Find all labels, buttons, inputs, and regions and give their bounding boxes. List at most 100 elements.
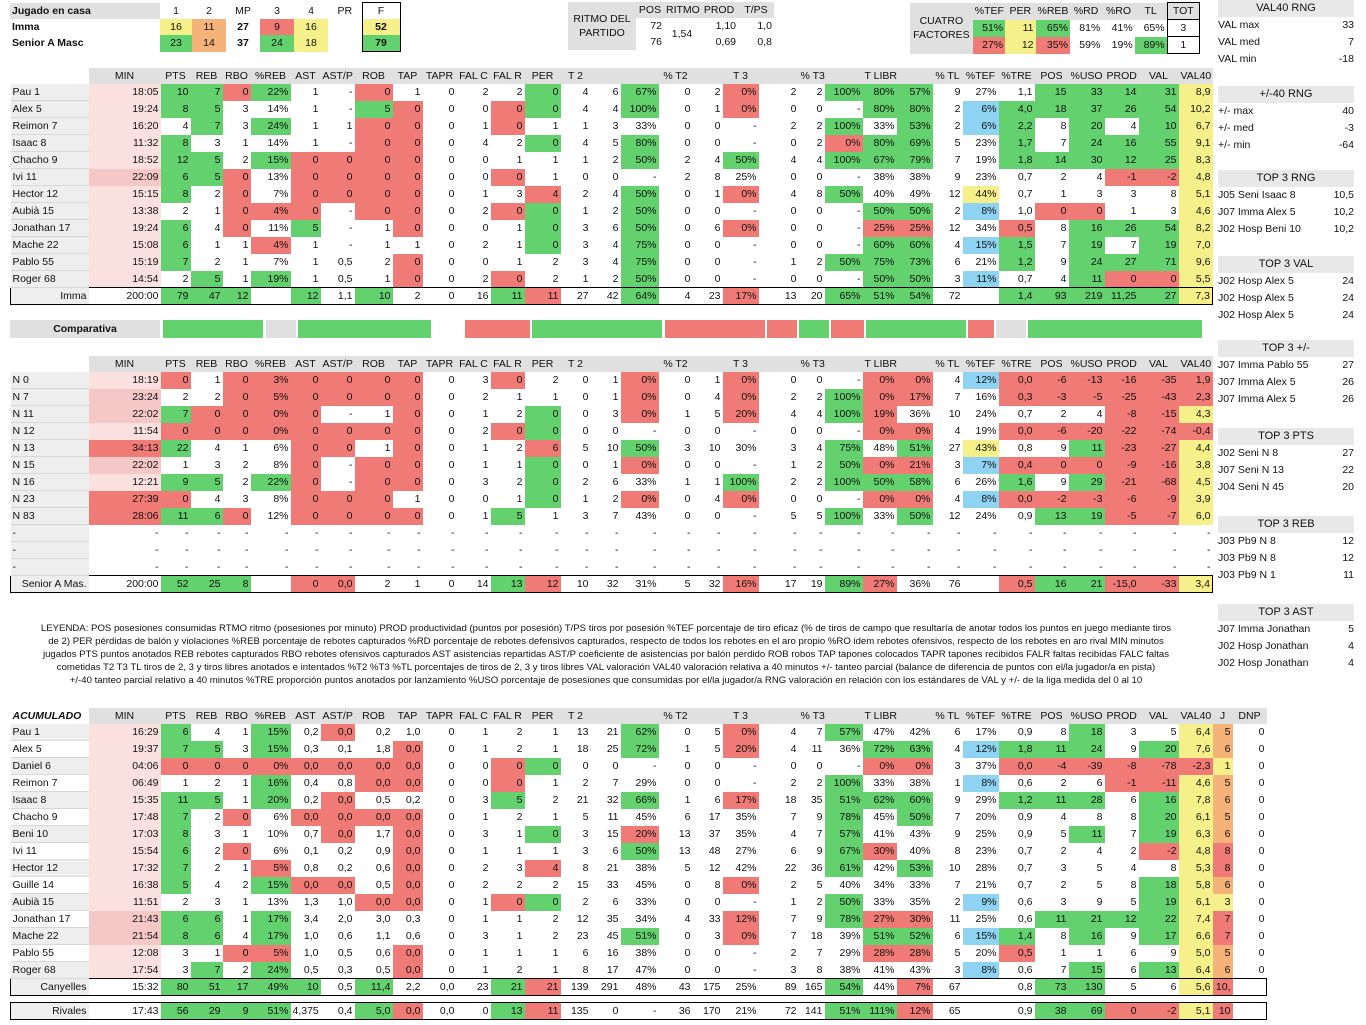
stat-cell: 1 bbox=[1130, 205, 1137, 217]
stat-cell: 58% bbox=[896, 473, 933, 491]
stat-cell: 1 bbox=[612, 391, 619, 403]
stat-cell: 8,9 bbox=[1178, 84, 1213, 101]
stat-cell: 2,2 bbox=[998, 117, 1035, 135]
stat-cell: 12 bbox=[1104, 151, 1139, 169]
stat-cell: 33 bbox=[606, 879, 619, 891]
stat-cell: 39% bbox=[839, 930, 861, 942]
table-row: N 23 27:39 0 4 3 8% 0 0 0 1 0 0 1 0 1 2 0% 0 4 0% 0 0-0% 0% 4 8%… bbox=[10, 490, 1213, 508]
total-cell: 12 bbox=[524, 575, 561, 593]
stat-cell: 3 bbox=[214, 828, 221, 840]
stat-cell: 0 bbox=[222, 219, 251, 237]
stat-cell: 62% bbox=[620, 724, 659, 741]
stat-cell: - bbox=[185, 560, 189, 573]
stat-cell: 0 bbox=[1258, 879, 1265, 891]
stat-cell: 15 bbox=[1068, 961, 1105, 979]
stat-cell: 1 bbox=[242, 272, 249, 285]
stat-cell: -8 bbox=[1104, 757, 1139, 775]
stat-cell: - bbox=[217, 544, 221, 556]
comparativa-segment bbox=[266, 320, 296, 338]
stat-cell: 8,2 bbox=[1178, 219, 1213, 237]
table-row: Pablo 55 15:19 7 2 1 7% 1 0,5 2 0 0 0 1 2 3 4 75% 0 0-1 2 50… bbox=[10, 253, 1213, 271]
stat-cell: 13% bbox=[267, 896, 289, 908]
stat-cell: 5 bbox=[816, 510, 823, 522]
stat-cell: 19 bbox=[1138, 236, 1179, 254]
stat-cell: 62% bbox=[862, 791, 897, 809]
table-row: Chacho 9 18:52 12 5 2 15% 0 0 0 0 0 0 1 1 1 2 50% 2 4 50% 4 4… bbox=[10, 151, 1213, 169]
stat-cell: - bbox=[245, 560, 249, 573]
column-header: T 3 bbox=[722, 356, 759, 372]
player-name: Aubià 15 bbox=[10, 893, 89, 911]
stat-cell: - bbox=[349, 222, 353, 234]
sidebar-row-label: J03 Pb9 N 8 bbox=[1218, 552, 1276, 564]
stat-cell: 0,0 bbox=[998, 757, 1035, 775]
stat-cell: 10 bbox=[160, 84, 191, 101]
column-header: FAL R bbox=[490, 356, 525, 372]
stat-cell: 0 bbox=[290, 473, 321, 491]
stat-cell: 1 bbox=[242, 794, 249, 806]
stat-cell: 0 bbox=[490, 422, 525, 440]
stat-cell: 1 bbox=[552, 391, 559, 403]
stat-cell: 1 bbox=[242, 777, 249, 789]
stat-cell: 0 bbox=[190, 422, 223, 440]
stat-cell: 0,0 bbox=[354, 757, 393, 775]
sidebar-row-label: VAL med bbox=[1218, 36, 1261, 48]
stat-cell: 40% bbox=[839, 879, 861, 891]
stat-cell: 0 bbox=[448, 272, 455, 285]
total-cell: 44% bbox=[862, 978, 897, 996]
total-cell: 0 bbox=[590, 1002, 621, 1020]
total-cell: 0,0 bbox=[392, 1002, 423, 1020]
total-cell: 0,5 bbox=[320, 978, 355, 996]
stat-cell: 1 bbox=[482, 913, 489, 925]
column-header: %REB bbox=[250, 708, 291, 724]
stat-cell: 1 bbox=[516, 845, 523, 857]
stat-cell: 1 bbox=[552, 777, 559, 789]
column-header: %TEF bbox=[962, 68, 999, 84]
ritmo-panel: RITMO DEL PARTIDO POS RITMO PROD T/PS 72… bbox=[568, 2, 774, 50]
column-header: % T2 bbox=[658, 68, 693, 84]
stat-cell: - bbox=[891, 527, 895, 539]
stat-cell: 100% bbox=[620, 100, 659, 118]
column-header: ACUMULADO bbox=[10, 708, 89, 724]
stat-cell: 0 bbox=[448, 374, 455, 387]
stat-cell: 11 bbox=[1068, 270, 1105, 288]
stat-cell: 0 bbox=[448, 879, 455, 891]
total-cell: 111% bbox=[862, 1002, 897, 1020]
stat-cell: 12:08 bbox=[88, 944, 161, 962]
stat-cell: 8 bbox=[954, 845, 961, 857]
stat-cell: 0 bbox=[790, 171, 797, 183]
stat-cell: 0,3 bbox=[405, 913, 421, 925]
stat-cell: - bbox=[857, 544, 861, 556]
sidebar-row: VAL med 7 bbox=[1218, 34, 1354, 51]
column-header: VAL40 bbox=[1178, 708, 1213, 724]
stat-cell: 0 bbox=[392, 134, 423, 152]
stat-cell: 11 bbox=[949, 913, 961, 925]
total-cell: 0 bbox=[456, 1002, 491, 1020]
stat-cell: 1 bbox=[414, 493, 421, 505]
stat-cell: 0,7 bbox=[1017, 845, 1033, 857]
stat-cell: -16 bbox=[1104, 372, 1139, 389]
stat-cell: 2 bbox=[582, 476, 589, 488]
stat-cell: 0 bbox=[1258, 896, 1265, 908]
stat-cell: 4,3 bbox=[1178, 405, 1213, 423]
stat-cell: 2 bbox=[816, 459, 823, 471]
stat-cell: 0 bbox=[684, 777, 691, 789]
sidebar-row-label: J02 Hosp Alex 5 bbox=[1218, 309, 1294, 321]
stat-cell: 2 bbox=[1130, 845, 1137, 857]
stat-cell: 0 bbox=[490, 117, 525, 135]
stat-cell: 2 bbox=[182, 391, 189, 403]
stat-cell: 7 bbox=[1060, 137, 1067, 149]
stat-cell: 3 bbox=[1212, 893, 1233, 911]
column-header: REB bbox=[190, 708, 223, 724]
table-row: N 15 22:02 1 3 2 8% 0-0 0 0 1 1 0 0 1 0% 0 0-1 2 50% 0% 21% 3… bbox=[10, 456, 1213, 474]
stat-cell: 1 bbox=[552, 811, 559, 823]
stat-cell: 1,0 bbox=[303, 947, 319, 959]
stat-cell: 1 bbox=[516, 930, 523, 942]
team-total-row: Rivales 17:43 56 29 9 51% 4,375 0,4 5,0 0,0 0,0 0 13… bbox=[10, 1002, 1267, 1020]
column-header: %TRE bbox=[998, 708, 1035, 724]
stat-cell: 8 bbox=[1060, 120, 1067, 132]
total-cell: 6 bbox=[1138, 978, 1179, 996]
stat-cell: 0 bbox=[1104, 270, 1139, 288]
stat-cell: 0 bbox=[392, 473, 423, 491]
stat-cell: 4 bbox=[816, 154, 823, 166]
stat-cell: 0 bbox=[160, 422, 191, 440]
